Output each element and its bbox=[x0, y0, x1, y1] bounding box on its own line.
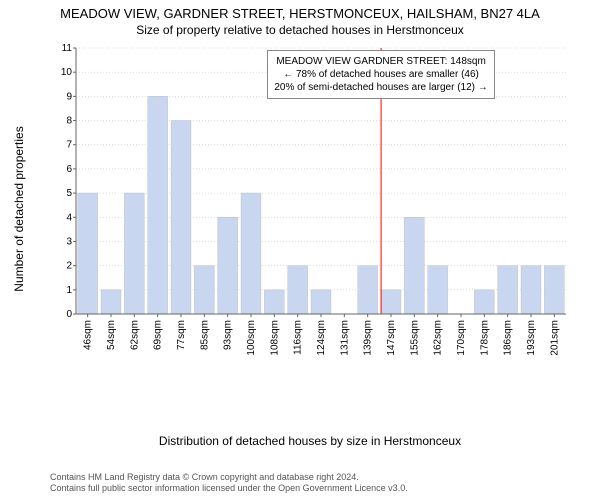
svg-text:4: 4 bbox=[66, 212, 72, 223]
svg-text:178sqm: 178sqm bbox=[479, 320, 490, 356]
svg-text:69sqm: 69sqm bbox=[153, 320, 164, 350]
footer: Contains HM Land Registry data © Crown c… bbox=[50, 472, 570, 494]
callout-box: MEADOW VIEW GARDNER STREET: 148sqm ← 78%… bbox=[267, 50, 494, 99]
svg-text:3: 3 bbox=[66, 236, 72, 247]
bar bbox=[521, 266, 541, 314]
svg-text:7: 7 bbox=[66, 140, 72, 151]
svg-text:6: 6 bbox=[66, 164, 72, 175]
svg-text:10: 10 bbox=[61, 67, 73, 78]
svg-text:139sqm: 139sqm bbox=[363, 320, 374, 356]
bar bbox=[498, 266, 518, 314]
bar bbox=[381, 290, 401, 314]
bar bbox=[148, 96, 168, 314]
bar bbox=[101, 290, 121, 314]
chart-area: 0 1 2 3 4 5 6 7 8 9 10 11 46sqm 54sqm 62sqm 69sqm 77sqm 8… bbox=[50, 44, 570, 374]
svg-text:93sqm: 93sqm bbox=[223, 320, 234, 350]
bar bbox=[358, 266, 378, 314]
svg-text:0: 0 bbox=[66, 309, 72, 320]
svg-text:162sqm: 162sqm bbox=[433, 320, 444, 356]
bar bbox=[78, 193, 98, 314]
svg-text:85sqm: 85sqm bbox=[199, 320, 210, 350]
footer-line1: Contains HM Land Registry data © Crown c… bbox=[50, 472, 570, 483]
bar bbox=[241, 193, 261, 314]
svg-text:62sqm: 62sqm bbox=[129, 320, 140, 350]
bar bbox=[124, 193, 144, 314]
svg-text:8: 8 bbox=[66, 116, 72, 127]
svg-text:116sqm: 116sqm bbox=[293, 320, 304, 355]
svg-text:2: 2 bbox=[66, 261, 72, 272]
bar bbox=[218, 217, 238, 314]
x-axis-label: Distribution of detached houses by size … bbox=[50, 434, 570, 448]
svg-text:170sqm: 170sqm bbox=[456, 320, 467, 356]
svg-text:1: 1 bbox=[66, 285, 72, 296]
svg-text:147sqm: 147sqm bbox=[386, 320, 397, 356]
callout-line1: MEADOW VIEW GARDNER STREET: 148sqm bbox=[274, 55, 487, 68]
y-axis-label: Number of detached properties bbox=[12, 44, 26, 374]
svg-text:186sqm: 186sqm bbox=[503, 320, 514, 356]
svg-text:124sqm: 124sqm bbox=[316, 320, 327, 356]
svg-text:193sqm: 193sqm bbox=[526, 320, 537, 356]
svg-text:11: 11 bbox=[62, 44, 73, 54]
bar bbox=[474, 290, 494, 314]
bar bbox=[404, 217, 424, 314]
chart-container: MEADOW VIEW, GARDNER STREET, HERSTMONCEU… bbox=[0, 0, 600, 500]
svg-text:100sqm: 100sqm bbox=[246, 320, 257, 356]
bar bbox=[194, 266, 214, 314]
callout-line2: ← 78% of detached houses are smaller (46… bbox=[274, 68, 487, 81]
bar bbox=[311, 290, 331, 314]
svg-text:5: 5 bbox=[66, 188, 72, 199]
svg-text:54sqm: 54sqm bbox=[106, 320, 117, 350]
bar bbox=[428, 266, 448, 314]
svg-text:201sqm: 201sqm bbox=[549, 320, 560, 356]
footer-line2: Contains full public sector information … bbox=[50, 483, 570, 494]
bar bbox=[544, 266, 564, 314]
chart-title: MEADOW VIEW, GARDNER STREET, HERSTMONCEU… bbox=[0, 0, 600, 21]
svg-text:131sqm: 131sqm bbox=[339, 320, 350, 356]
bar bbox=[264, 290, 284, 314]
svg-text:77sqm: 77sqm bbox=[176, 320, 187, 350]
bar bbox=[171, 121, 191, 314]
svg-text:46sqm: 46sqm bbox=[83, 320, 94, 350]
bar bbox=[288, 266, 308, 314]
svg-text:9: 9 bbox=[66, 91, 72, 102]
svg-text:155sqm: 155sqm bbox=[409, 320, 420, 356]
chart-subtitle: Size of property relative to detached ho… bbox=[0, 21, 600, 39]
svg-text:108sqm: 108sqm bbox=[269, 320, 280, 356]
callout-line3: 20% of semi-detached houses are larger (… bbox=[274, 81, 487, 94]
